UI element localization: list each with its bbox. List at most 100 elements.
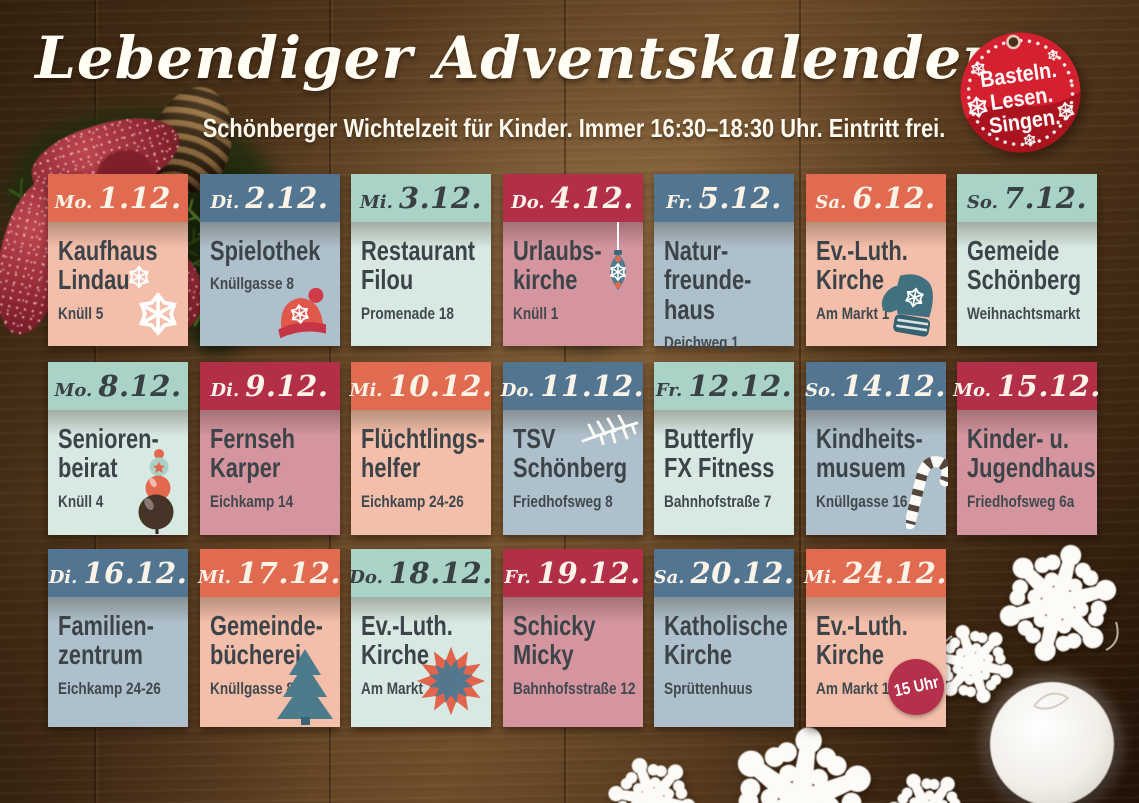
card-date: 6.12. [852, 181, 936, 215]
calendar-card: Mo. 8.12. Senioren- beirat Knüll 4 [48, 362, 188, 535]
card-date: 7.12. [1003, 181, 1088, 215]
card-header-shadow [654, 222, 794, 248]
snowflakes-icon [108, 262, 180, 340]
fir-tree-icon [276, 647, 334, 725]
card-day: Mi. [198, 567, 232, 588]
felt-snowflake-icon [722, 724, 878, 803]
card-day: So. [966, 192, 998, 213]
twig-icon [581, 413, 639, 446]
card-address: Sprüttenhuus [664, 678, 753, 698]
card-address: Friedhofsweg 6a [967, 491, 1075, 511]
calendar-card: Di. 16.12. Familien- zentrum Eichkamp 24… [48, 549, 188, 727]
card-body: Gemeide Schönberg Weihnachtsmarkt [957, 222, 1097, 346]
calendar-card: Fr. 12.12. Butterfly FX Fitness Bahnhofs… [654, 362, 794, 535]
card-day: Fr. [504, 567, 531, 588]
card-address: Am Markt 1 [815, 678, 889, 698]
card-date: 17.12. [237, 556, 341, 590]
card-address: Eichkamp 14 [209, 491, 293, 511]
calendar-card: Mo. 15.12. Kinder- u. Jugendhaus Friedho… [953, 362, 1100, 535]
card-date: 20.12. [690, 556, 795, 590]
card-header-shadow [502, 222, 643, 248]
card-title: Familien- zentrum [58, 610, 154, 671]
card-title: Katholische Kirche [664, 610, 788, 671]
card-title: Kindheits- musuem [815, 423, 923, 484]
card-day: Sa. [815, 192, 847, 213]
bauble-icon [603, 222, 633, 304]
card-day: Mo. [54, 380, 93, 401]
card-date: 18.12. [388, 556, 493, 590]
page-title: Lebendiger Adventskalender [35, 24, 994, 92]
card-date-header: Mi. 3.12. [351, 174, 491, 222]
card-day: Mi. [804, 567, 838, 588]
card-header-shadow [654, 597, 794, 623]
calendar-card: Do. 11.12. TSV Schönberg Friedhofsweg 8 [500, 362, 645, 535]
card-address: Knüll 5 [58, 303, 104, 323]
card-header-shadow [805, 410, 946, 436]
card-day: Do. [500, 380, 535, 401]
card-address: Deichweg 1 [664, 333, 739, 353]
card-title: Ev.-Luth. Kirche [815, 610, 908, 671]
card-date-header: Mo. 8.12. [48, 362, 188, 410]
felt-snowflake-icon [996, 541, 1120, 665]
felt-snowflake-icon [604, 752, 700, 803]
card-title: Flüchtlings- helfer [361, 423, 485, 484]
starburst-icon [413, 643, 489, 719]
card-body: Schicky Micky Bahnhofsstraße 12 [502, 597, 643, 727]
card-date: 5.12. [698, 181, 782, 215]
card-header-shadow [805, 597, 946, 623]
card-address: Bahnhofstraße 7 [664, 491, 772, 511]
card-address: Knüllgasse 16 [815, 491, 907, 511]
card-day: Do. [349, 567, 383, 588]
card-address: Promenade 18 [361, 303, 454, 323]
candy-cane-icon [903, 451, 953, 533]
card-header-shadow [199, 597, 340, 623]
calendar-card: Di. 2.12. Spielothek Knüllgasse 8 [199, 174, 340, 346]
card-body: Spielothek Knüllgasse 8 [199, 222, 340, 346]
card-date-header: Mi. 10.12. [349, 362, 492, 410]
card-header-shadow [502, 597, 643, 623]
card-title: Kinder- u. Jugendhaus [967, 423, 1096, 484]
card-date-header: Di. 9.12. [199, 362, 340, 410]
card-date-header: Mi. 17.12. [198, 549, 341, 597]
card-header-shadow [351, 222, 491, 248]
calendar-card: So. 14.12. Kindheits- musuem Knüllgasse … [805, 362, 953, 535]
card-address: Eichkamp 24-26 [361, 491, 464, 511]
calendar-card: Di. 9.12. Fernseh Karper Eichkamp 14 [199, 362, 340, 535]
card-body: Ev.-Luth. Kirche Am Markt 1 15 Uhr [805, 597, 949, 727]
card-body: Ev.-Luth. Kirche Am Markt 1 [805, 222, 946, 346]
card-date-header: Fr. 19.12. [502, 549, 643, 597]
card-header-shadow [805, 222, 946, 248]
card-date: 11.12. [540, 369, 645, 403]
card-body: Fernseh Karper Eichkamp 14 [199, 410, 340, 535]
card-day: Do. [511, 192, 545, 213]
card-body: Kaufhaus Lindau Knüll 5 [48, 222, 188, 346]
card-date: 9.12. [245, 369, 329, 403]
card-title: Gemeide Schönberg [967, 235, 1082, 296]
card-date: 4.12. [550, 181, 634, 215]
calendar-card: Mi. 10.12. Flüchtlings- helfer Eichkamp … [349, 362, 492, 535]
card-title: Urlaubs- kirche [512, 235, 602, 296]
card-header-shadow [199, 410, 340, 436]
badge-tag: Basteln. Lesen. Singen. [949, 21, 1092, 164]
calendar-card: Fr. 19.12. Schicky Micky Bahnhofsstraße … [502, 549, 643, 727]
card-address: Am Markt 1 [815, 303, 889, 323]
card-day: So. [805, 380, 837, 401]
card-date: 19.12. [536, 556, 641, 590]
calendar-card: Sa. 6.12. Ev.-Luth. Kirche Am Markt 1 [805, 174, 946, 346]
card-day: Mo. [953, 380, 991, 401]
card-day: Mi. [349, 380, 383, 401]
mitten-icon [878, 268, 944, 344]
card-header-shadow [351, 410, 491, 436]
card-date-header: Di. 16.12. [48, 549, 188, 597]
card-header-shadow [957, 410, 1097, 436]
card-title: Restaurant Filou [361, 235, 476, 296]
card-date-header: Sa. 6.12. [805, 174, 946, 222]
card-header-shadow [48, 222, 188, 248]
badge-hole [1006, 34, 1021, 50]
card-address: Friedhofsweg 8 [512, 491, 613, 511]
card-date: 2.12. [245, 181, 329, 215]
card-address: Knüll 4 [58, 491, 104, 511]
card-day: Fr. [666, 192, 693, 213]
card-title: Gemeinde- bücherei [209, 610, 323, 671]
